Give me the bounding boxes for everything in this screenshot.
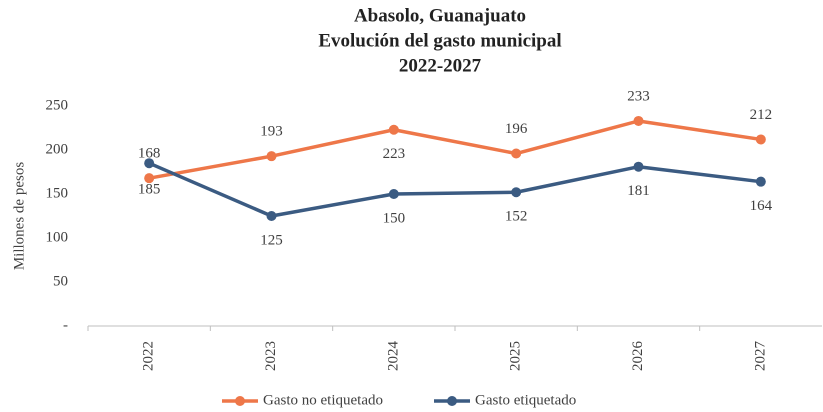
chart-title: Evolución del gasto municipal bbox=[318, 30, 561, 51]
data-label: 164 bbox=[750, 198, 773, 214]
data-label: 223 bbox=[383, 146, 406, 162]
y-tick-label: 200 bbox=[46, 141, 69, 157]
data-label: 168 bbox=[138, 146, 161, 162]
data-label: 185 bbox=[138, 182, 161, 198]
point bbox=[266, 151, 277, 162]
point bbox=[633, 115, 644, 126]
legend-label: Gasto etiquetado bbox=[475, 392, 576, 408]
point bbox=[144, 158, 155, 169]
series-line bbox=[148, 119, 762, 180]
chart-title: 2022-2027 bbox=[399, 55, 482, 76]
point bbox=[144, 173, 155, 184]
point bbox=[388, 189, 399, 199]
x-tick-label: 2026 bbox=[630, 341, 646, 372]
x-tick-label: 2023 bbox=[263, 341, 279, 371]
data-label: 193 bbox=[260, 124, 283, 140]
point bbox=[511, 187, 522, 198]
y-tick-label: 50 bbox=[53, 273, 68, 289]
y-tick-label: 100 bbox=[46, 229, 69, 245]
legend-label: Gasto no etiquetado bbox=[263, 392, 383, 408]
x-tick-label: 2022 bbox=[141, 341, 157, 371]
data-label: 233 bbox=[627, 88, 650, 104]
point bbox=[755, 134, 766, 145]
x-tick-label: 2027 bbox=[752, 341, 768, 372]
y-tick-label: - bbox=[63, 317, 68, 333]
x-tick-label: 2025 bbox=[508, 341, 524, 371]
point bbox=[511, 148, 522, 159]
point bbox=[388, 124, 399, 135]
point bbox=[633, 161, 644, 172]
y-axis-label: Millones de pesos bbox=[11, 162, 27, 270]
data-label: 196 bbox=[505, 121, 528, 137]
legend-swatch bbox=[235, 396, 245, 406]
point bbox=[266, 211, 277, 221]
data-label: 181 bbox=[627, 183, 650, 199]
data-label: 212 bbox=[750, 107, 773, 123]
series-line bbox=[148, 161, 762, 218]
data-label: 125 bbox=[260, 232, 283, 248]
y-tick-label: 250 bbox=[46, 97, 69, 113]
y-tick-label: 150 bbox=[46, 185, 69, 201]
data-label: 150 bbox=[383, 210, 406, 226]
chart-title: Abasolo, Guanajuato bbox=[354, 5, 526, 26]
legend-swatch bbox=[447, 396, 457, 406]
x-tick-label: 2024 bbox=[385, 341, 401, 372]
point bbox=[755, 176, 766, 187]
data-label: 152 bbox=[505, 209, 528, 225]
